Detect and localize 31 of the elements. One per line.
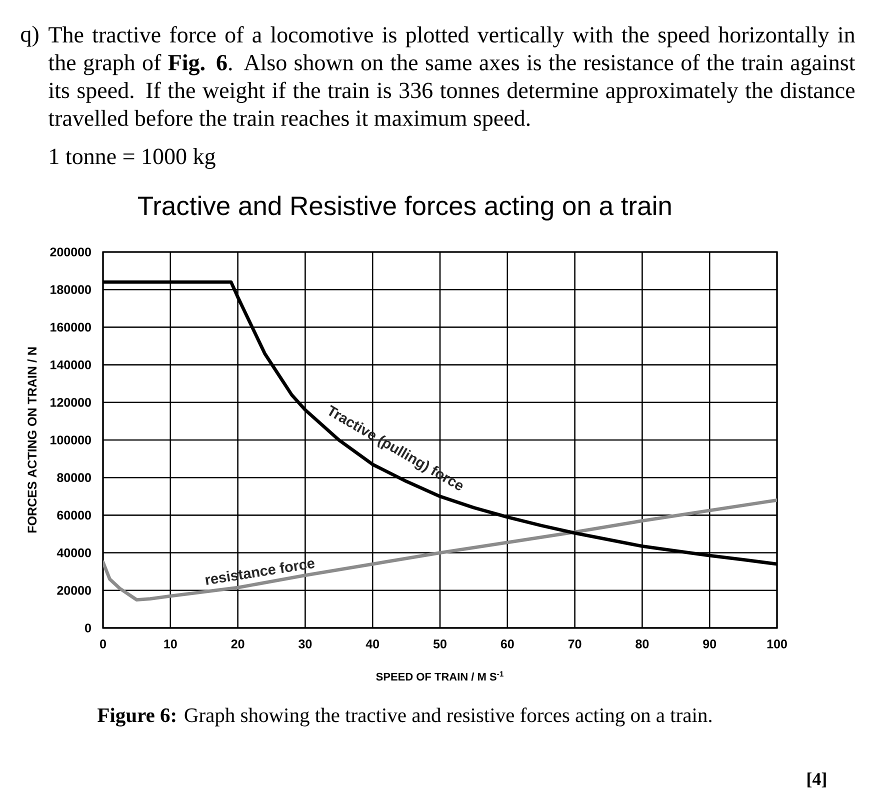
y-tick-label: 0 bbox=[85, 624, 91, 632]
y-tick-label: 20000 bbox=[57, 586, 91, 595]
x-tick-label: 50 bbox=[433, 640, 446, 648]
x-tick-label: 60 bbox=[500, 640, 514, 648]
y-tick-label: 160000 bbox=[50, 322, 91, 332]
chart-title: Tractive and Resistive forces acting on a train bbox=[138, 196, 671, 220]
y-tick-label: 40000 bbox=[56, 548, 91, 558]
x-tick-label: 80 bbox=[636, 640, 649, 648]
x-tick-label: 20 bbox=[231, 640, 244, 648]
y-tick-label: 140000 bbox=[50, 360, 91, 370]
x-axis-title: SPEED OF TRAIN / M S$^{-1}$ bbox=[376, 671, 504, 681]
x-tick-label: 70 bbox=[568, 640, 582, 648]
x-tick-label: 30 bbox=[298, 640, 312, 648]
y-tick-label: 60000 bbox=[57, 510, 91, 520]
x-tick-label: 0 bbox=[100, 640, 106, 648]
y-tick-label: 120000 bbox=[50, 398, 91, 407]
y-axis-title: FORCES ACTING ON TRAIN / N bbox=[27, 347, 37, 533]
y-tick-label: 180000 bbox=[50, 285, 91, 294]
y-tick-label: 80000 bbox=[57, 473, 91, 482]
y-tick-label: 200000 bbox=[50, 248, 91, 256]
x-tick-label: 100 bbox=[767, 640, 787, 648]
text: q) bbox=[21, 26, 38, 47]
text: resistance force bbox=[205, 560, 315, 585]
text: [4] bbox=[808, 772, 826, 788]
x-tick-label: 10 bbox=[164, 640, 177, 648]
x-tick-label: 40 bbox=[366, 640, 380, 648]
text: The tractive force of a locomotive is plotted vertically with the speed horizontally in the graph of Fig. 6. Also shown on the same axes is the resistance of the train against its speed. If the weight if the train is 336 tonnes determine approximately the distance travelled before the train reaches it maximum speed. bbox=[48, 26, 856, 131]
text: Figure 6: Graph showing the tractive and resistive forces acting on a train. bbox=[98, 708, 712, 726]
x-tick-label: 90 bbox=[703, 640, 716, 648]
text: 1 tonne = 1000 kg bbox=[50, 148, 216, 169]
y-tick-label: 100000 bbox=[50, 436, 91, 444]
